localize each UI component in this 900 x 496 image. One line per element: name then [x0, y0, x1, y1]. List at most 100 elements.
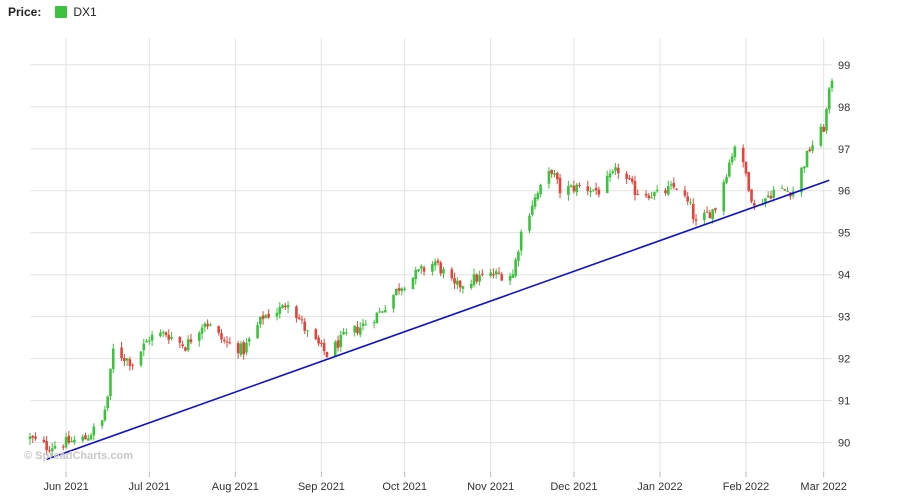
candle-body [628, 177, 631, 180]
candle-body [89, 435, 93, 440]
candle-body [161, 332, 165, 334]
candle-body [403, 288, 406, 290]
candle-body [672, 182, 676, 188]
candle-body [322, 342, 326, 352]
candle-body [220, 333, 223, 340]
candle-body [669, 184, 673, 186]
candle-body [222, 339, 226, 341]
x-tick-label: Aug 2021 [212, 481, 259, 493]
candle-body [436, 260, 440, 263]
candle-body [125, 358, 129, 361]
candle-body [827, 88, 831, 110]
candle-body [575, 184, 578, 193]
legend-series-name: DX1 [73, 5, 97, 19]
grid-lines [30, 38, 832, 472]
candle-body [461, 286, 465, 289]
candle-body [256, 325, 259, 339]
candle-body [764, 198, 767, 204]
y-tick-label: 90 [838, 438, 850, 450]
candle-body [744, 161, 748, 174]
candle-body [181, 344, 184, 347]
y-tick-label: 91 [838, 396, 850, 408]
candle-body [209, 324, 212, 326]
candle-body [733, 146, 737, 158]
candle-body [825, 108, 828, 131]
candle-body [203, 323, 207, 327]
candle-body [245, 342, 248, 353]
candle-body [472, 274, 476, 285]
candle-body [264, 315, 268, 318]
candle-body [508, 276, 512, 281]
candle-body [139, 351, 143, 366]
candle-body [567, 186, 570, 195]
candle-body [547, 170, 551, 184]
candle-body [142, 343, 146, 351]
x-tick-label: Dec 2021 [550, 481, 597, 493]
candle-body [320, 342, 323, 344]
candle-body [456, 280, 459, 285]
candle-body [691, 203, 695, 220]
candle-body [653, 192, 656, 197]
candle-body [830, 80, 834, 89]
candle-body [728, 162, 731, 177]
candle-body [306, 330, 309, 332]
x-tick-label: Sep 2021 [298, 481, 345, 493]
x-tick-label: Jan 2022 [637, 481, 682, 493]
candle-body [594, 187, 598, 191]
candle-body [569, 185, 573, 187]
candle-body [100, 420, 104, 426]
candle-body [217, 326, 221, 333]
candle-body [103, 409, 107, 421]
candle-body [64, 437, 68, 448]
candle-body [178, 336, 182, 343]
candle-body [278, 307, 282, 314]
candle-body [314, 329, 318, 339]
candle-body [786, 191, 789, 193]
y-tick-label: 97 [838, 144, 850, 156]
candle-body [703, 212, 706, 221]
candle-body [539, 184, 542, 195]
candle-body [517, 251, 520, 261]
candle-body [375, 312, 379, 324]
y-tick-label: 99 [838, 60, 850, 72]
candle-body [123, 357, 126, 362]
candle-body [458, 280, 462, 288]
candle-body [73, 439, 76, 443]
candle-body [431, 264, 434, 272]
candle-body [766, 195, 770, 198]
x-tick-label: Oct 2021 [382, 481, 427, 493]
candle-body [511, 274, 515, 278]
y-tick-label: 95 [838, 228, 850, 240]
candle-body [197, 332, 201, 341]
candle-body [81, 436, 85, 441]
candle-body [339, 334, 343, 347]
candle-body [247, 338, 251, 342]
legend-swatch [55, 6, 68, 18]
x-tick-label: Jun 2021 [43, 481, 88, 493]
candle-body [333, 341, 337, 357]
candle-body [492, 274, 495, 276]
y-axis-ticks: 90 91 92 93 94 95 96 97 98 99 [838, 60, 850, 450]
candle-body [450, 269, 454, 279]
candle-body [633, 180, 637, 196]
legend: Price: DX1 [8, 3, 97, 21]
candle-body [530, 205, 534, 215]
candle-body [186, 339, 190, 351]
candle-body [86, 438, 90, 441]
candle-body [655, 189, 659, 192]
candle-body [206, 323, 209, 327]
candle-body [267, 313, 270, 318]
candle-body [800, 167, 803, 193]
candle-body [70, 440, 73, 442]
candle-body [689, 202, 692, 204]
candle-body [392, 294, 395, 309]
candle-body [489, 272, 492, 277]
watermark: © SpreadCharts.com [24, 450, 133, 462]
candle-body [419, 266, 423, 269]
candle-body [300, 319, 304, 321]
candle-body [780, 187, 784, 189]
candle-body [295, 306, 298, 318]
candle-body [625, 173, 628, 179]
candle-body [381, 311, 384, 313]
